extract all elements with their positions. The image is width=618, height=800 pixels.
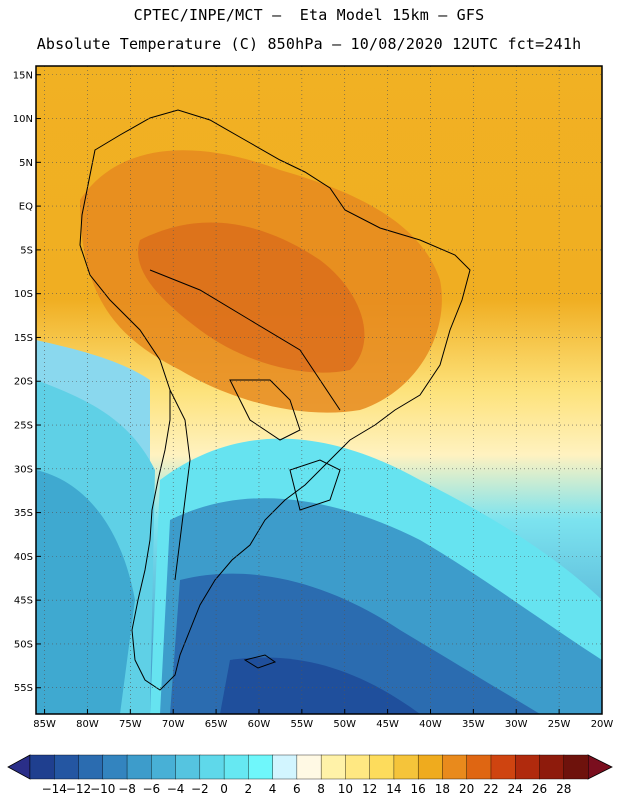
lon-label: 65W [205,719,228,730]
colorbar: −14−12−10 −8 −6 −4 −2 0 2 4 6 8 10 12 14 16 18 20 22 24 26… [7,754,613,796]
lat-label: 5N [19,158,33,169]
colorbar-label: 24 [508,782,523,796]
colorbar-swatch [369,754,395,780]
lon-label: 50W [333,719,356,730]
lon-label: 85W [33,719,56,730]
colorbar-swatch [490,754,516,780]
lon-label: 20W [591,719,614,730]
map-frame [35,65,603,715]
colorbar-swatch [539,754,565,780]
continent-outline [79,109,471,691]
lon-label: 80W [76,719,99,730]
continent-hot-region [138,222,365,373]
colorbar-label: −4 [167,782,185,796]
colorbar-label: −2 [191,782,209,796]
lat-label: 50S [14,639,33,650]
lon-label: 70W [162,719,185,730]
lat-label: 15N [13,70,33,81]
colorbar-swatch [345,754,371,780]
temperature-field [36,66,602,714]
lat-label: 15S [14,333,33,344]
colorbar-swatch [126,754,152,780]
colorbar-label: −12 [66,782,91,796]
lon-label: 30W [505,719,528,730]
colorbar-label: −8 [118,782,136,796]
graticule [36,66,603,714]
colorbar-label: −10 [90,782,115,796]
lat-label: 10S [14,289,33,300]
paraguay-border [229,379,301,441]
pacific-colder-region [36,470,135,714]
colorbar-low-arrow [7,754,31,780]
colorbar-swatch [442,754,468,780]
colorbar-label: −14 [42,782,67,796]
colorbar-label: 22 [483,782,498,796]
colorbar-swatch [29,754,55,780]
colorbar-label: 2 [245,782,253,796]
colorbar-swatch [54,754,80,780]
colorbar-swatch [515,754,541,780]
lon-label: 75W [119,719,142,730]
colorbar-labels: −14−12−10 −8 −6 −4 −2 0 2 4 6 8 10 12 14 16 18 20 22 24 26… [42,782,572,796]
lat-label: 55S [14,683,33,694]
colorbar-label: 28 [556,782,571,796]
lat-label: 20S [14,377,33,388]
colorbar-swatches [29,754,589,780]
latitude-labels: 15N 10N 5N EQ 5S 10S 15S 20S 25S 30S 35S 40S 45S 50S 5… [13,70,33,694]
lat-label: 30S [14,464,33,475]
colorbar-label: 4 [269,782,277,796]
falkland-islands [243,654,277,669]
colorbar-label: 0 [220,782,228,796]
colorbar-high-arrow [587,754,613,780]
lat-label: 40S [14,552,33,563]
colorbar-swatch [248,754,274,780]
colorbar-swatch [393,754,419,780]
lat-label: EQ [19,202,33,213]
colorbar-label: 8 [317,782,325,796]
lon-label: 55W [291,719,314,730]
colorbar-swatch [223,754,249,780]
colorbar-swatch [272,754,298,780]
colorbar-swatch [199,754,225,780]
lat-label: 35S [14,508,33,519]
colorbar-swatch [466,754,492,780]
brazil-border [149,269,341,411]
lat-label: 45S [14,596,33,607]
colorbar-swatch [563,754,589,780]
colorbar-label: 16 [411,782,426,796]
colorbar-label: 26 [532,782,547,796]
colorbar-label: 14 [386,782,401,796]
colorbar-swatch [296,754,322,780]
andes-border [169,389,191,581]
colorbar-swatch [417,754,444,780]
map-title: CPTEC/INPE/MCT – Eta Model 15km – GFS [133,6,485,24]
lon-label: 45W [376,719,399,730]
coldest-core-region [220,657,420,714]
lat-label: 25S [14,421,33,432]
colorbar-label: 10 [338,782,353,796]
map-subtitle: Absolute Temperature (C) 850hPa – 10/08/… [36,35,582,53]
lat-label: 10N [13,114,33,125]
colorbar-swatch [175,754,201,780]
colorbar-swatch [78,754,104,780]
longitude-labels: 85W 80W 75W 70W 65W 60W 55W 50W 45W 40W 35W 30W 25W 2… [33,719,613,730]
colorbar-label: 20 [459,782,474,796]
lon-label: 60W [248,719,271,730]
colorbar-swatch [320,754,346,780]
lon-label: 40W [419,719,442,730]
lat-label: 5S [20,245,33,256]
lon-label: 25W [548,719,571,730]
colorbar-label: 18 [435,782,450,796]
uruguay-border [289,459,341,511]
colorbar-swatch [151,754,177,780]
colorbar-label: 6 [293,782,301,796]
colorbar-label: −6 [142,782,160,796]
colorbar-swatch [102,754,128,780]
lon-label: 35W [462,719,485,730]
colorbar-label: 12 [362,782,377,796]
